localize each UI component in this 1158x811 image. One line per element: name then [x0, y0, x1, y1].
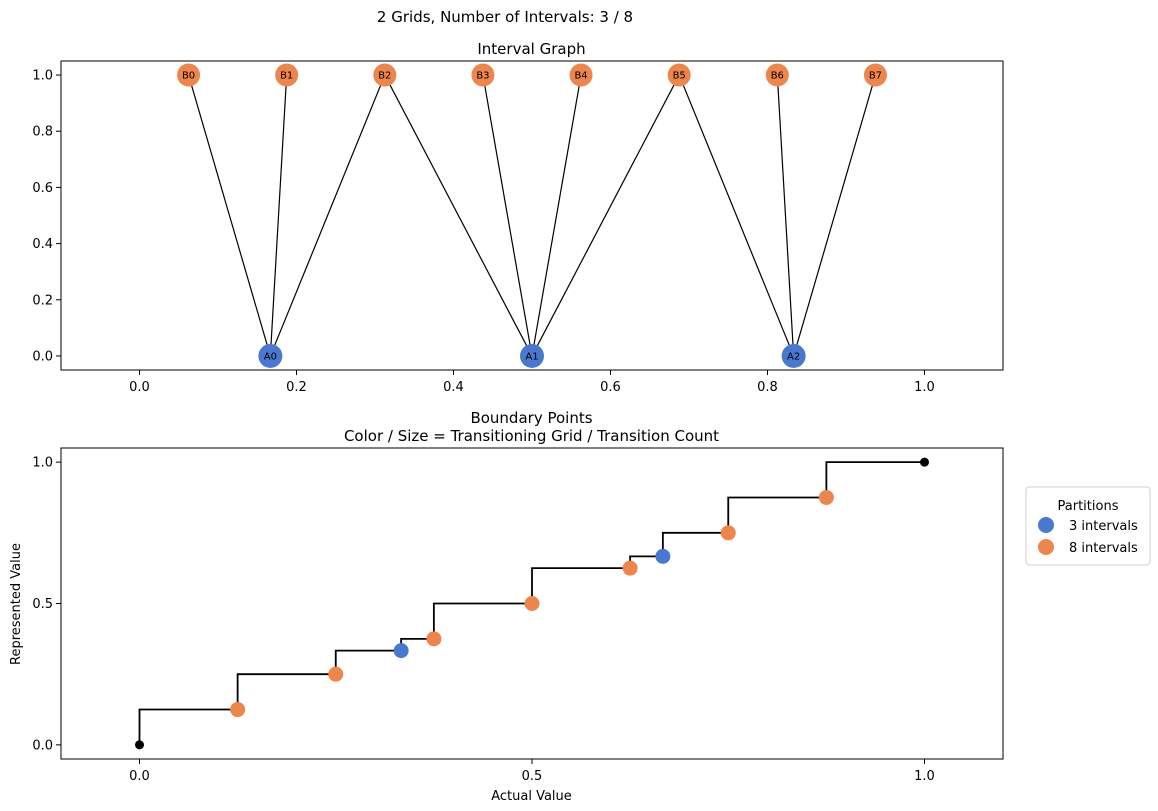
node-label-B6: B6 [771, 71, 784, 82]
legend-swatch-8-intervals [1038, 539, 1054, 555]
edge-A0-B2 [269, 74, 386, 357]
node-label-B7: B7 [869, 71, 882, 82]
boundary-point-6 [655, 548, 671, 564]
interval-graph-y-tick-label: 0.8 [32, 125, 53, 140]
edge-A2-B7 [793, 74, 877, 357]
edge-A1-B3 [482, 74, 533, 357]
figure-suptitle: 2 Grids, Number of Intervals: 3 / 8 [377, 8, 633, 26]
interval-graph-x-tick-label: 1.0 [914, 380, 935, 395]
node-B2 [373, 63, 397, 87]
interval-graph-x-tick-label: 0.0 [129, 380, 150, 395]
boundary-points-y-ticks: 0.0 0.5 1.0 [32, 456, 61, 753]
node-label-A1: A1 [525, 351, 538, 362]
interval-graph-title: Interval Graph [477, 40, 585, 58]
interval-graph-chart: Interval Graph A0 A1 A2 B0 B1 B2 B3 B4 B5 B6 B7 0.… [32, 40, 1004, 395]
node-label-B4: B4 [574, 71, 587, 82]
y-axis-label: Represented Value [9, 543, 24, 665]
boundary-points-title: Boundary Points [470, 409, 592, 427]
interval-graph-y-tick-label: 0.4 [32, 237, 53, 252]
node-label-B1: B1 [280, 71, 293, 82]
node-B3 [471, 63, 495, 87]
boundary-point-1 [328, 666, 344, 682]
interval-graph-y-tick-label: 0.6 [32, 181, 53, 196]
node-label-B0: B0 [182, 71, 195, 82]
node-label-A0: A0 [264, 351, 277, 362]
edge-A0-B0 [187, 74, 271, 357]
legend-label-8-intervals: 8 intervals [1069, 541, 1138, 556]
boundary-point-8 [818, 489, 834, 505]
interval-graph-x-tick-label: 0.4 [443, 380, 464, 395]
boundary-points-x-ticks: 0.0 0.5 1.0 [129, 759, 935, 784]
graph-nodes: A0 A1 A2 B0 B1 B2 B3 B4 B5 B6 B7 [177, 63, 887, 368]
node-A2 [781, 343, 806, 368]
interval-graph-y-tick-label: 0.2 [32, 293, 53, 308]
node-A1 [520, 343, 544, 368]
boundary-points-x-tick-label: 1.0 [914, 769, 935, 784]
boundary-point-0 [230, 702, 246, 718]
endpoint-0 [135, 740, 144, 750]
edge-A1-B4 [531, 74, 582, 357]
node-B6 [765, 63, 789, 87]
node-B7 [863, 63, 887, 87]
interval-graph-y-tick-label: 0.0 [32, 349, 53, 364]
edge-A0-B1 [269, 75, 288, 356]
node-B5 [667, 63, 691, 87]
boundary-point-3 [426, 631, 442, 647]
interval-graph-x-ticks: 0.0 0.2 0.4 0.6 0.8 1.0 [129, 370, 935, 395]
x-axis-label: Actual Value [491, 789, 572, 804]
boundary-point-7 [720, 525, 736, 541]
node-A0 [258, 343, 283, 368]
interval-graph-x-tick-label: 0.2 [286, 380, 307, 395]
boundary-point-markers [135, 457, 929, 750]
interval-graph-y-tick-label: 1.0 [32, 69, 53, 84]
boundary-point-4 [524, 596, 540, 611]
legend-swatch-3-intervals [1038, 517, 1054, 533]
boundary-points-x-tick-label: 0.0 [129, 769, 150, 784]
interval-graph-x-tick-label: 0.6 [600, 380, 621, 395]
boundary-points-y-tick-label: 0.5 [32, 597, 53, 612]
boundary-points-y-tick-label: 0.0 [32, 738, 53, 753]
node-label-A2: A2 [787, 351, 800, 362]
node-B0 [177, 63, 201, 87]
endpoint-1 [920, 457, 929, 467]
interval-graph-plot-area [60, 60, 1004, 371]
edge-A1-B2 [384, 74, 533, 357]
boundary-point-5 [622, 560, 638, 576]
interval-graph-y-ticks: 0.0 0.2 0.4 0.6 0.8 1.0 [32, 69, 61, 364]
interval-graph-x-tick-label: 0.8 [757, 380, 778, 395]
boundary-points-chart: Boundary Points Color / Size = Transitio… [9, 409, 1151, 804]
node-B4 [569, 63, 593, 87]
graph-edges [187, 74, 877, 357]
boundary-point-2 [393, 643, 409, 659]
legend: Partitions 3 intervals 8 intervals [1025, 486, 1151, 566]
node-label-B3: B3 [476, 71, 489, 82]
node-B1 [275, 63, 299, 87]
edge-A2-B6 [776, 75, 795, 356]
boundary-points-x-tick-label: 0.5 [522, 769, 543, 784]
boundary-points-subtitle: Color / Size = Transitioning Grid / Tran… [344, 427, 719, 445]
edge-A2-B5 [678, 74, 795, 357]
legend-title: Partitions [1058, 499, 1119, 514]
edge-A1-B5 [531, 74, 680, 357]
node-label-B5: B5 [673, 71, 686, 82]
legend-box [1025, 486, 1151, 566]
boundary-points-y-tick-label: 1.0 [32, 456, 53, 471]
legend-label-3-intervals: 3 intervals [1069, 519, 1138, 534]
node-label-B2: B2 [378, 71, 391, 82]
